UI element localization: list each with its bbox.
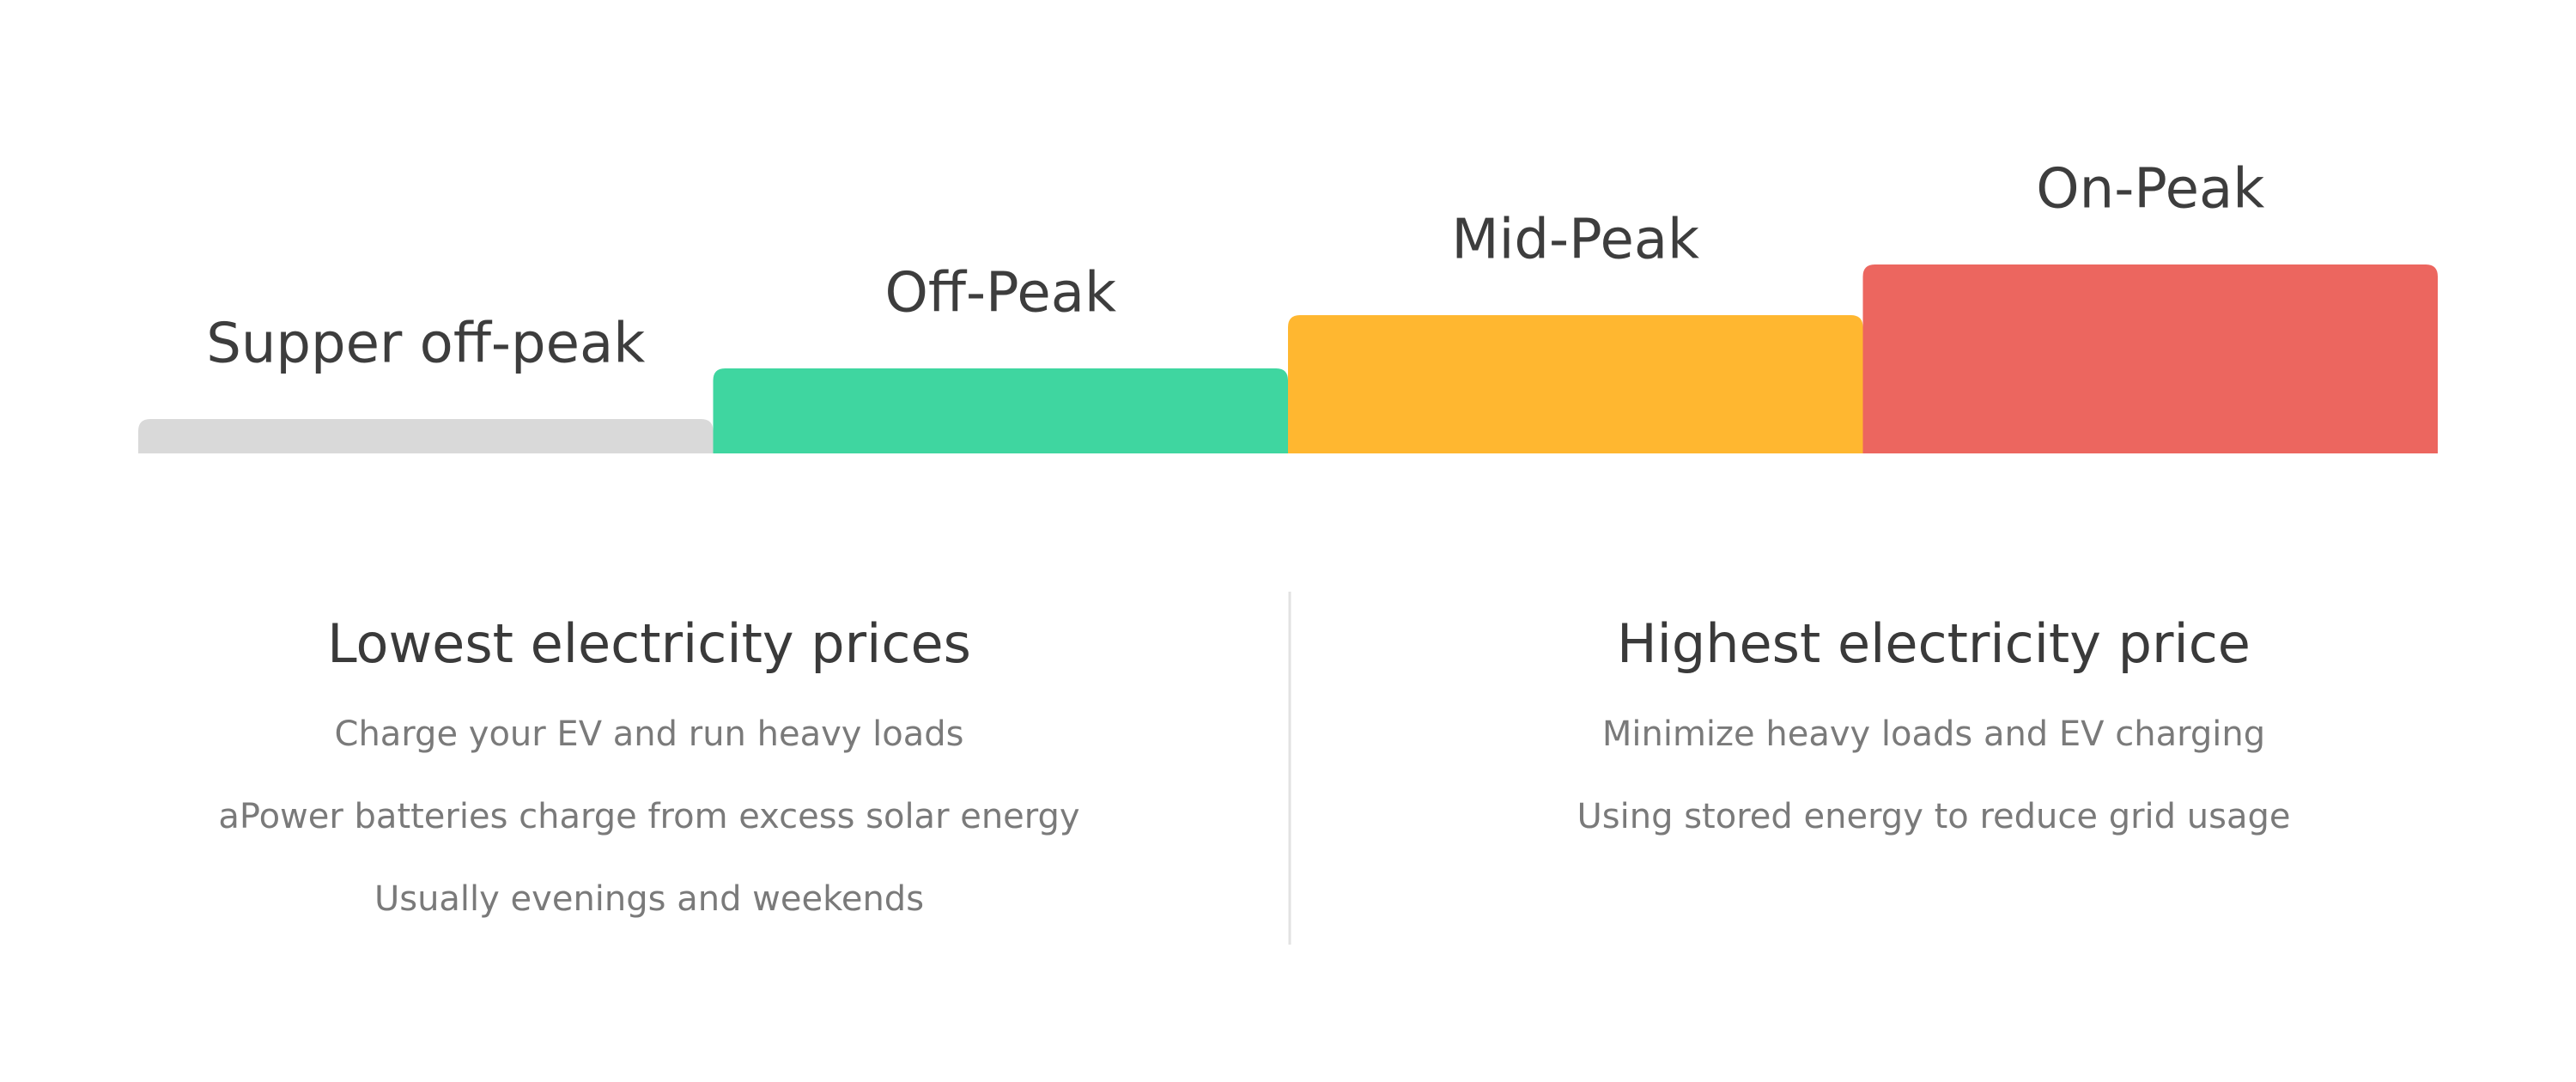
- tier-bar: [713, 368, 1288, 453]
- section-title: Lowest electricity prices: [327, 612, 971, 675]
- tier-bar: [1862, 264, 2438, 453]
- tier-label: Supper off-peak: [206, 313, 645, 376]
- section-line: Minimize heavy loads and EV charging: [1602, 714, 2265, 754]
- section-line: Usually evenings and weekends: [374, 879, 924, 919]
- section-line: Charge your EV and run heavy loads: [335, 714, 964, 754]
- tier-bar: [1288, 315, 1863, 453]
- tier-label: Mid-Peak: [1451, 209, 1699, 272]
- section-title: Highest electricity price: [1617, 612, 2251, 675]
- tier-label: Off-Peak: [884, 262, 1116, 325]
- tier-label: On-Peak: [2036, 158, 2264, 222]
- tier-bar: [138, 419, 714, 453]
- section-line: aPower batteries charge from excess sola…: [218, 797, 1079, 836]
- section-line: Using stored energy to reduce grid usage: [1577, 797, 2291, 836]
